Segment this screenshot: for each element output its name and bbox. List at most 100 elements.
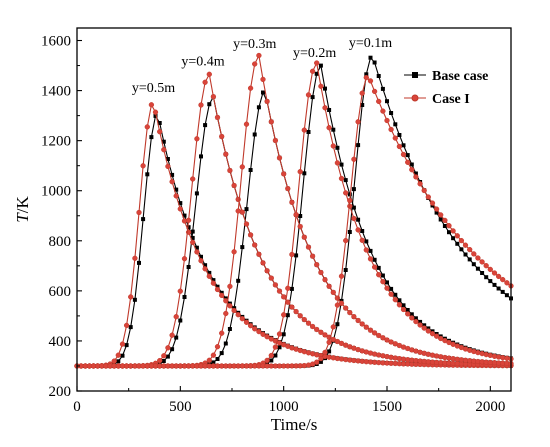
y-tick-label: 1200 xyxy=(41,134,71,150)
data-point xyxy=(318,63,323,68)
data-point xyxy=(492,282,497,287)
data-point xyxy=(190,176,196,182)
y-axis-label: T/K xyxy=(13,196,32,223)
data-point xyxy=(451,236,456,241)
data-point xyxy=(488,279,493,284)
data-point xyxy=(314,326,320,333)
data-point xyxy=(199,254,203,259)
data-point xyxy=(359,90,365,96)
data-point xyxy=(157,129,163,135)
data-point xyxy=(194,245,199,250)
data-point xyxy=(397,298,402,303)
data-point xyxy=(219,133,225,140)
data-point xyxy=(467,257,472,262)
data-point xyxy=(170,347,175,352)
data-point xyxy=(376,98,382,105)
data-point xyxy=(343,178,348,183)
data-point xyxy=(231,182,237,189)
data-point xyxy=(500,289,505,294)
data-point xyxy=(190,239,196,246)
data-point xyxy=(247,232,254,238)
data-point xyxy=(305,244,312,250)
data-point xyxy=(165,163,171,170)
data-point xyxy=(309,68,316,74)
plot-area xyxy=(74,52,514,369)
data-point xyxy=(260,331,266,337)
data-point xyxy=(207,270,212,275)
data-point xyxy=(364,239,369,244)
data-point xyxy=(177,206,183,212)
data-point xyxy=(475,266,480,271)
data-point xyxy=(207,102,212,107)
data-point xyxy=(231,307,237,314)
data-point xyxy=(244,207,249,212)
data-point xyxy=(396,143,403,150)
data-point xyxy=(338,175,345,182)
data-point xyxy=(351,314,357,320)
data-point xyxy=(385,99,389,104)
data-point xyxy=(301,234,307,240)
legend-label: Base case xyxy=(432,69,488,84)
data-point xyxy=(334,302,341,308)
data-point xyxy=(297,313,303,319)
data-point xyxy=(359,237,365,243)
data-point xyxy=(293,212,299,218)
data-point xyxy=(165,354,170,359)
data-point xyxy=(276,155,283,161)
data-point xyxy=(145,172,150,177)
data-point xyxy=(157,121,162,125)
data-point xyxy=(343,268,348,272)
data-point xyxy=(185,217,192,223)
data-point xyxy=(396,302,403,308)
annotation-y-0-4m: y=0.4m xyxy=(181,55,224,70)
data-point xyxy=(190,235,195,240)
data-point xyxy=(157,357,163,364)
data-point xyxy=(203,263,208,268)
legend-item-base-case: Base case xyxy=(404,69,488,84)
data-point xyxy=(318,83,324,89)
data-point xyxy=(363,247,369,253)
data-point xyxy=(227,303,233,309)
data-point xyxy=(281,312,287,318)
data-point xyxy=(405,159,411,165)
data-point xyxy=(318,329,324,335)
data-point xyxy=(272,282,279,288)
data-point xyxy=(236,278,241,283)
data-point xyxy=(335,322,340,327)
data-point xyxy=(500,276,506,283)
data-point xyxy=(413,318,419,325)
data-point xyxy=(194,191,199,196)
data-point xyxy=(364,72,369,77)
data-point xyxy=(305,92,312,98)
data-point xyxy=(400,306,407,313)
data-point xyxy=(169,179,175,185)
data-point xyxy=(281,332,286,337)
data-point xyxy=(360,229,365,233)
data-point xyxy=(376,272,382,278)
data-point xyxy=(269,358,274,363)
y-tick-label: 200 xyxy=(49,384,72,400)
annotation-y-0-1m: y=0.1m xyxy=(349,36,392,51)
data-point xyxy=(182,295,187,299)
data-point xyxy=(314,359,320,365)
y-tick-label: 800 xyxy=(49,234,72,250)
data-point xyxy=(261,90,265,95)
data-point xyxy=(380,86,385,91)
data-point xyxy=(182,213,187,218)
data-point xyxy=(161,359,166,363)
data-point xyxy=(264,334,270,340)
data-point xyxy=(367,78,374,84)
data-point xyxy=(417,322,423,328)
data-point xyxy=(206,71,212,77)
data-point xyxy=(380,108,386,114)
data-point xyxy=(128,325,133,330)
data-point xyxy=(372,60,377,65)
data-point xyxy=(359,321,365,327)
data-point xyxy=(194,136,200,142)
data-point xyxy=(318,355,324,362)
data-point xyxy=(360,103,365,107)
data-point xyxy=(409,167,415,173)
data-point xyxy=(393,122,398,127)
data-point xyxy=(385,280,389,285)
data-point xyxy=(243,221,250,227)
